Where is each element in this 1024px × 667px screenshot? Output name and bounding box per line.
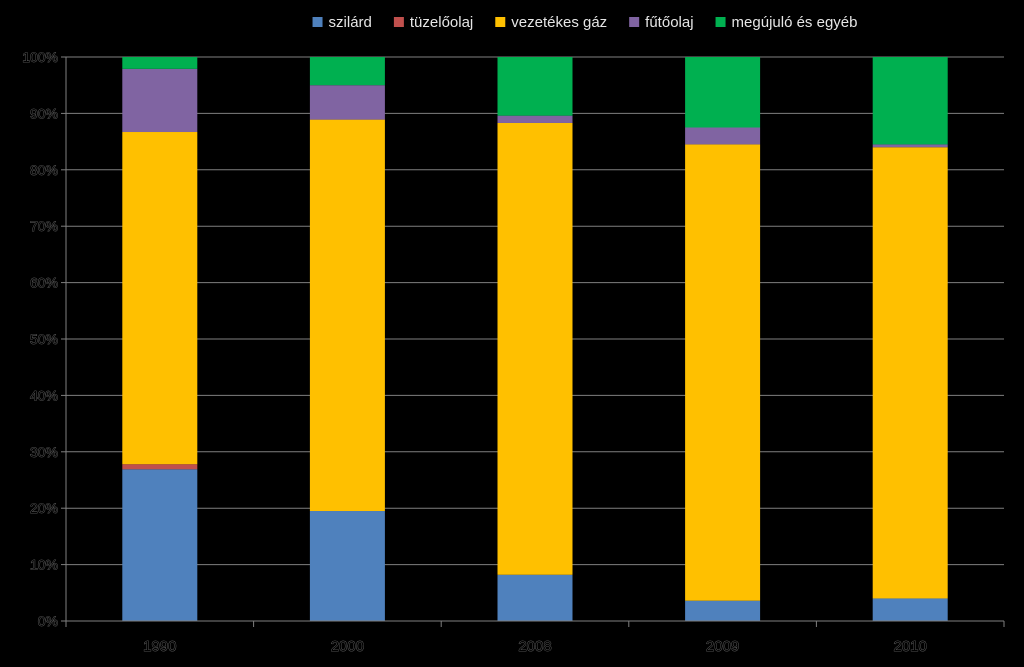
- x-tick-label: 1990: [143, 638, 176, 655]
- legend-swatch: [629, 17, 640, 27]
- axes: 0% 10% 20% 30% 40% 50% 60% 70% 80% 90% 100% 1990 200…: [22, 49, 1005, 655]
- y-tick-label: 50%: [30, 331, 58, 347]
- legend-swatch: [495, 17, 506, 27]
- bar-segment-2000-series-4: [309, 57, 385, 86]
- bar-segment-2010-series-0: [872, 598, 948, 621]
- y-tick-label: 100%: [22, 49, 58, 65]
- bar-segment-2008-series-0: [497, 574, 573, 621]
- bar-segment-1990-series-4: [122, 57, 198, 69]
- y-tick-label: 80%: [30, 162, 58, 178]
- y-tick-label: 30%: [30, 444, 58, 460]
- x-tick-label: 2008: [518, 638, 551, 655]
- bar-segment-1990-series-3: [122, 68, 198, 133]
- bar-segment-2010-series-2: [872, 147, 948, 599]
- bar-segment-1990-series-1: [122, 464, 198, 470]
- bar-segment-2009-series-0: [685, 600, 761, 621]
- bar-segment-2008-series-2: [497, 122, 573, 575]
- legend-swatch: [393, 17, 404, 27]
- bar-segment-1990-series-2: [122, 132, 198, 465]
- x-tick-label: 2009: [706, 638, 739, 655]
- bar-segment-2009-series-4: [685, 57, 761, 128]
- y-tick-label: 70%: [30, 218, 58, 234]
- y-tick-label: 90%: [30, 105, 58, 121]
- x-tick-label: 2000: [331, 638, 364, 655]
- legend-label: megújuló és egyéb: [732, 14, 858, 31]
- legend-item: megújuló és egyéb: [715, 14, 858, 31]
- legend-item: tüzelőolaj: [393, 14, 473, 31]
- bar-segment-2010-series-3: [872, 144, 948, 148]
- bar-segment-2009-series-3: [685, 127, 761, 145]
- legend-label: tüzelőolaj: [410, 14, 473, 31]
- bar-segment-2008-series-4: [497, 57, 573, 116]
- bar-segment-2008-series-3: [497, 115, 573, 123]
- y-tick-label: 0%: [38, 613, 58, 629]
- legend-item: szilárd: [312, 14, 372, 31]
- legend-swatch: [312, 17, 323, 27]
- x-tick-label: 2010: [894, 638, 927, 655]
- bar-segment-2000-series-0: [309, 511, 385, 621]
- bar-segment-1990-series-0: [122, 469, 198, 621]
- legend-label: szilárd: [329, 14, 372, 31]
- bars: [122, 57, 948, 621]
- legend-item: fűtőolaj: [629, 14, 694, 31]
- bar-segment-2009-series-2: [685, 144, 761, 601]
- y-tick-label: 40%: [30, 387, 58, 403]
- legend: szilárd tüzelőolaj vezetékes gáz fűtőolaj me…: [312, 14, 858, 31]
- y-tick-label: 60%: [30, 275, 58, 291]
- bar-segment-2010-series-4: [872, 57, 948, 145]
- bar-segment-2000-series-3: [309, 85, 385, 120]
- y-tick-label: 10%: [30, 557, 58, 573]
- bar-segment-2000-series-2: [309, 119, 385, 512]
- y-tick-label: 20%: [30, 500, 58, 516]
- legend-label: vezetékes gáz: [511, 14, 607, 31]
- legend-swatch: [715, 17, 726, 27]
- legend-label: fűtőolaj: [645, 14, 693, 31]
- legend-item: vezetékes gáz: [495, 14, 607, 31]
